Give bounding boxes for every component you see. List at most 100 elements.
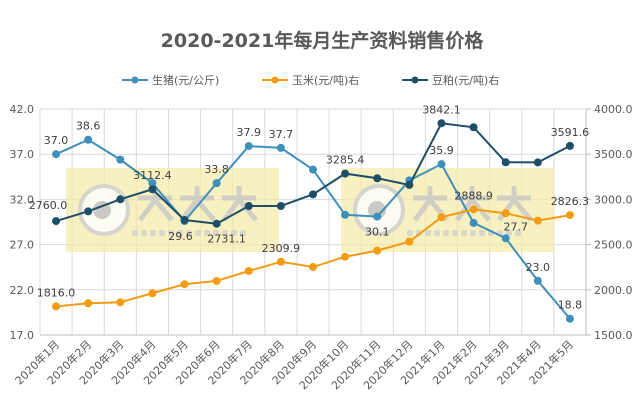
- watermark-url-mark: [452, 230, 458, 236]
- data-point: [212, 276, 221, 285]
- data-point: [405, 237, 414, 246]
- watermark-logo-dot: [368, 201, 386, 219]
- data-point: [212, 179, 221, 188]
- legend-marker: [131, 76, 139, 84]
- watermark-url-mark: [132, 230, 138, 236]
- right-tick-label: 3500.0: [594, 148, 633, 161]
- data-label: 3112.4: [133, 169, 172, 182]
- watermark-url-mark: [204, 230, 210, 236]
- data-label: 37.0: [44, 134, 69, 147]
- data-label: 2888.9: [454, 189, 493, 202]
- right-tick-label: 2000.0: [594, 284, 633, 297]
- data-label: 30.1: [365, 226, 390, 239]
- data-point: [276, 143, 285, 152]
- watermark-glyph: [222, 186, 258, 222]
- data-label: 2826.3: [551, 195, 590, 208]
- data-label: 2731.1: [207, 233, 246, 246]
- chart-title: 2020-2021年每月生产资料销售价格: [161, 29, 485, 52]
- watermark-url-mark: [506, 230, 512, 236]
- left-tick-label: 27.0: [10, 239, 35, 252]
- data-point: [180, 216, 189, 225]
- data-label: 37.9: [237, 126, 262, 139]
- data-label: 1816.0: [37, 286, 76, 299]
- watermark-url-mark: [461, 230, 467, 236]
- left-tick-label: 32.0: [10, 193, 35, 206]
- data-label: 2760.0: [29, 199, 68, 212]
- data-point: [373, 174, 382, 183]
- watermark-url-mark: [470, 230, 476, 236]
- legend-label: 豆粕(元/吨)右: [432, 73, 499, 87]
- data-point: [501, 158, 510, 167]
- data-point: [469, 218, 478, 227]
- watermark-url-mark: [231, 230, 237, 236]
- watermark-url-mark: [195, 230, 201, 236]
- data-point: [341, 252, 350, 261]
- legend-label: 玉米(元/吨)右: [292, 73, 359, 87]
- watermark-url-mark: [407, 230, 413, 236]
- watermark-url-mark: [425, 230, 431, 236]
- right-tick-label: 4000.0: [594, 103, 633, 116]
- watermark-url-mark: [177, 230, 183, 236]
- data-labels: 37.0 38.6 29.6 33.8 37.9 37.7 30.1 35.9 27.7 23.0…: [29, 103, 589, 311]
- data-point: [405, 180, 414, 189]
- watermark-url-mark: [168, 230, 174, 236]
- right-tick-label: 2500.0: [594, 239, 633, 252]
- data-point: [116, 155, 125, 164]
- watermark-url-mark: [434, 230, 440, 236]
- legend-marker: [271, 76, 279, 84]
- left-tick-label: 22.0: [10, 284, 35, 297]
- data-point: [501, 209, 510, 218]
- data-point: [565, 141, 574, 150]
- data-label: 3285.4: [326, 154, 365, 167]
- data-point: [244, 266, 253, 275]
- data-point: [565, 211, 574, 220]
- data-point: [565, 314, 574, 323]
- right-tick-label: 1500.0: [594, 329, 633, 342]
- data-point: [437, 119, 446, 128]
- data-point: [373, 246, 382, 255]
- data-point: [116, 298, 125, 307]
- watermark-url-mark: [141, 230, 147, 236]
- data-point: [84, 299, 93, 308]
- data-label: 35.9: [429, 144, 454, 157]
- data-point: [437, 213, 446, 222]
- data-point: [533, 216, 542, 225]
- watermark-url-mark: [479, 230, 485, 236]
- data-point: [212, 219, 221, 228]
- data-point: [52, 302, 61, 311]
- data-point: [244, 142, 253, 151]
- data-label: 38.6: [76, 120, 101, 133]
- data-point: [276, 201, 285, 210]
- data-label: 2309.9: [262, 242, 301, 255]
- watermark-url-mark: [240, 230, 246, 236]
- data-point: [533, 276, 542, 285]
- series: [52, 119, 574, 323]
- left-tick-label: 42.0: [10, 103, 35, 116]
- watermark-url-mark: [186, 230, 192, 236]
- data-point: [148, 179, 157, 188]
- watermark-url-mark: [515, 230, 521, 236]
- data-point: [341, 169, 350, 178]
- data-label: 27.7: [503, 220, 528, 233]
- data-label: 3842.1: [422, 103, 461, 116]
- data-label: 3591.6: [551, 126, 590, 139]
- watermark-url-mark: [222, 230, 228, 236]
- data-point: [437, 160, 446, 169]
- data-point: [533, 158, 542, 167]
- legend-label: 生猪(元/公斤): [152, 73, 219, 87]
- data-point: [84, 207, 93, 216]
- legend-item: 生猪(元/公斤): [122, 73, 219, 87]
- data-label: 29.6: [168, 230, 193, 243]
- data-point: [52, 217, 61, 226]
- data-point: [501, 234, 510, 243]
- data-label: 18.8: [558, 299, 583, 312]
- data-point: [373, 212, 382, 221]
- data-point: [148, 289, 157, 298]
- legend-item: 豆粕(元/吨)右: [402, 73, 499, 87]
- left-tick-label: 17.0: [10, 329, 35, 342]
- left-tick-label: 37.0: [10, 148, 35, 161]
- data-point: [309, 190, 317, 199]
- data-label: 33.8: [204, 163, 229, 176]
- data-point: [276, 257, 285, 266]
